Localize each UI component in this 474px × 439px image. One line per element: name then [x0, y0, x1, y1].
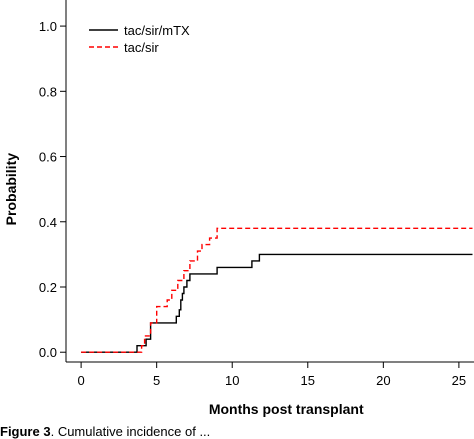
figure-caption: Figure 3. Cumulative incidence of ...: [0, 424, 474, 439]
x-tick-label: 10: [225, 373, 239, 388]
y-tick-label: 0.8: [39, 84, 57, 99]
x-tick-label: 15: [301, 373, 315, 388]
x-tick-label: 25: [452, 373, 466, 388]
x-axis-title: Months post transplant: [209, 401, 364, 417]
y-axis-title: Probability: [3, 153, 19, 226]
legend: tac/sir/mTX tac/sir: [89, 23, 190, 55]
y-tick-label: 1.0: [39, 19, 57, 34]
caption-label: Figure 3: [0, 424, 51, 439]
y-tick-label: 0.6: [39, 150, 57, 165]
series-lines: [81, 227, 473, 353]
y-tick-label: 0.0: [39, 345, 57, 360]
legend-label-2: tac/sir: [124, 40, 159, 55]
series-line-1: [81, 253, 473, 353]
axes: 0.0 0.2 0.4 0.6 0.8 1.0 0 5 10 15 20 25: [39, 0, 474, 388]
caption-separator: .: [50, 424, 58, 439]
y-tick-label: 0.2: [39, 280, 57, 295]
legend-label-1: tac/sir/mTX: [124, 23, 190, 38]
x-tick-label: 5: [153, 373, 160, 388]
x-tick-label: 0: [77, 373, 84, 388]
y-tick-label: 0.4: [39, 215, 57, 230]
x-tick-label: 20: [376, 373, 390, 388]
caption-text: Cumulative incidence of ...: [57, 424, 211, 439]
series-line-2: [81, 227, 473, 353]
